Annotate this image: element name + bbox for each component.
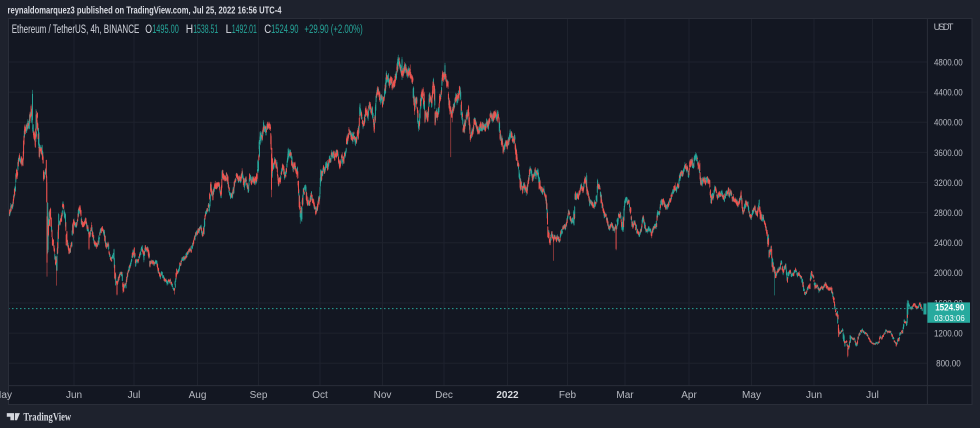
svg-text:Sep: Sep — [250, 390, 268, 401]
svg-text:2400.00: 2400.00 — [934, 238, 963, 248]
svg-text:1200.00: 1200.00 — [934, 329, 963, 339]
svg-text:Oct: Oct — [312, 390, 328, 401]
svg-text:Apr: Apr — [681, 390, 697, 401]
svg-text:O: O — [145, 24, 152, 36]
svg-text:3200.00: 3200.00 — [934, 178, 963, 188]
svg-text:Jul: Jul — [128, 390, 141, 401]
svg-text:1524.90: 1524.90 — [271, 24, 298, 36]
svg-text:Ethereum / TetherUS, 4h, BINAN: Ethereum / TetherUS, 4h, BINANCE — [12, 24, 140, 36]
svg-text:May: May — [0, 390, 12, 401]
svg-text:Mar: Mar — [616, 390, 634, 401]
svg-text:1492.01: 1492.01 — [232, 24, 257, 36]
svg-text:Jun: Jun — [66, 390, 82, 401]
svg-text:TradingView: TradingView — [23, 411, 71, 423]
svg-text:1495.00: 1495.00 — [152, 24, 179, 36]
svg-text:Feb: Feb — [559, 390, 577, 401]
svg-text:800.00: 800.00 — [936, 359, 961, 369]
svg-text:reynaldomarquez3 published on: reynaldomarquez3 published on TradingVie… — [8, 5, 282, 17]
svg-text:4000.00: 4000.00 — [934, 118, 963, 128]
svg-text:2800.00: 2800.00 — [934, 208, 963, 218]
svg-text:1538.51: 1538.51 — [193, 24, 218, 36]
svg-text:USDT: USDT — [934, 22, 954, 32]
svg-text:H: H — [186, 24, 193, 36]
svg-text:4400.00: 4400.00 — [934, 88, 963, 98]
svg-text:Nov: Nov — [374, 390, 392, 401]
svg-text:2000.00: 2000.00 — [934, 268, 963, 278]
svg-text:Dec: Dec — [435, 390, 453, 401]
svg-text:Jul: Jul — [866, 390, 879, 401]
svg-text:L: L — [226, 24, 233, 36]
svg-text:3600.00: 3600.00 — [934, 148, 963, 158]
svg-text:Jun: Jun — [806, 390, 822, 401]
svg-text:+29.90 (+2.00%): +29.90 (+2.00%) — [304, 24, 362, 36]
svg-text:2022: 2022 — [496, 390, 519, 401]
svg-text:4800.00: 4800.00 — [934, 57, 963, 67]
svg-text:Aug: Aug — [189, 390, 207, 401]
svg-text:03:03:06: 03:03:06 — [934, 313, 965, 323]
svg-text:May: May — [742, 390, 761, 401]
svg-text:1524.90: 1524.90 — [935, 301, 964, 312]
svg-text:C: C — [264, 24, 271, 36]
